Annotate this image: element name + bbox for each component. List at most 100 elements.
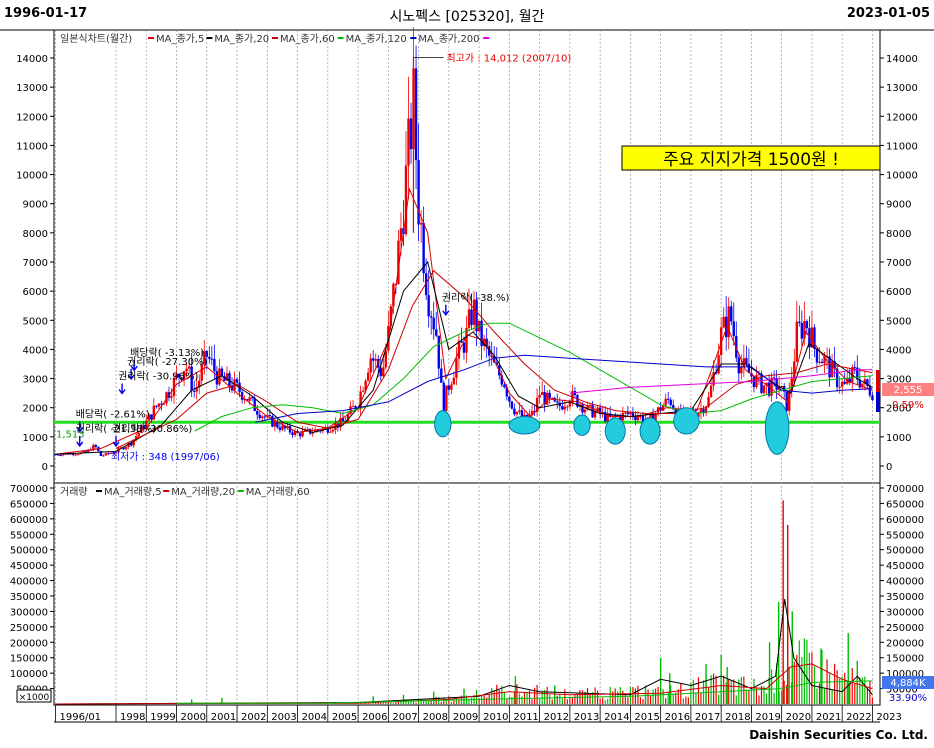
candle-body xyxy=(800,322,804,339)
candle-body xyxy=(871,395,874,401)
y-tick-label-right: 10000 xyxy=(886,171,918,182)
support-label: 1,513 xyxy=(56,429,85,440)
candle-body xyxy=(210,358,214,360)
candle-body xyxy=(788,391,791,411)
candle-body xyxy=(558,402,561,407)
candle-body xyxy=(588,404,592,406)
last-price-marker xyxy=(876,370,880,412)
candle-body xyxy=(669,399,672,406)
vol-tick-label-right: 300000 xyxy=(886,607,924,618)
candle-body xyxy=(361,390,365,392)
candle-body xyxy=(835,368,839,387)
candle-body xyxy=(147,414,151,421)
candle-body xyxy=(198,380,201,388)
candle-body xyxy=(200,364,203,381)
candle-body xyxy=(293,431,297,436)
vol-unit-box xyxy=(16,689,52,703)
candle-body xyxy=(719,327,723,356)
candle-body xyxy=(170,396,173,398)
y-tick-label-left: 13000 xyxy=(16,83,48,94)
candle-body xyxy=(609,413,612,418)
candle-body xyxy=(545,392,549,405)
candle-body xyxy=(714,372,718,374)
candle-body xyxy=(445,385,448,412)
annotation-label: 배당락( -2.61%) xyxy=(76,408,150,420)
candle-body xyxy=(566,406,569,408)
candle-body xyxy=(672,405,675,410)
candle-body xyxy=(475,299,478,332)
event-arrow xyxy=(76,421,84,433)
candle-body xyxy=(603,411,607,422)
candle-body xyxy=(192,390,196,392)
candle-body xyxy=(195,387,198,392)
candle-body xyxy=(543,392,546,405)
x-tick-label: 2003 xyxy=(271,712,296,723)
volume-pct-label: 33.90% xyxy=(889,693,927,704)
candle-body xyxy=(830,361,834,378)
y-tick-label-left: 0 xyxy=(42,462,48,473)
candle-body xyxy=(704,406,708,414)
candle-body xyxy=(762,385,766,394)
vol-tick-label-right: 700000 xyxy=(886,484,924,495)
annotation-label: 권리락( -30.96%) xyxy=(118,370,198,382)
candle-body xyxy=(74,454,77,456)
candle-body xyxy=(485,338,488,347)
vol-tick-label-left: 250000 xyxy=(10,623,48,634)
candle-body xyxy=(598,407,602,414)
candle-body xyxy=(301,430,304,437)
candle-body xyxy=(452,377,456,385)
x-tick-label: 2013 xyxy=(574,712,599,723)
candle-body xyxy=(626,412,630,415)
x-tick-label: 2007 xyxy=(392,712,417,723)
candle-body xyxy=(61,454,65,456)
support-highlight xyxy=(573,414,591,436)
candle-body xyxy=(767,382,771,396)
candle-body xyxy=(487,346,491,356)
y-tick-label-left: 11000 xyxy=(16,141,48,152)
candle-body xyxy=(510,401,514,409)
candle-body xyxy=(129,442,133,446)
y-tick-label-left: 6000 xyxy=(23,287,48,298)
candle-body xyxy=(563,406,567,410)
candle-body xyxy=(838,386,841,388)
support-highlight xyxy=(673,407,700,435)
candle-body xyxy=(614,415,617,417)
candle-body xyxy=(586,405,589,410)
candle-body xyxy=(664,398,667,406)
x-tick-label: 2015 xyxy=(634,712,659,723)
candle-body xyxy=(240,392,244,400)
candle-body xyxy=(528,414,531,418)
x-tick-label: 2017 xyxy=(695,712,720,723)
candle-body xyxy=(59,454,62,456)
candle-body xyxy=(298,433,302,437)
y-tick-label-left: 4000 xyxy=(23,345,48,356)
candle-body xyxy=(661,405,665,411)
vol-tick-label-left: 450000 xyxy=(10,561,48,572)
candle-body xyxy=(866,379,869,386)
candle-body xyxy=(407,118,410,166)
candle-body xyxy=(757,373,761,375)
candle-body xyxy=(180,377,183,381)
annotation-label: 권리락( -21.38%) xyxy=(76,423,156,435)
vol-tick-label-right: 150000 xyxy=(886,654,924,665)
candle-body xyxy=(256,411,259,415)
last-price-marker xyxy=(876,392,880,412)
candle-body xyxy=(283,425,287,429)
candle-body xyxy=(228,373,231,386)
candle-body xyxy=(863,379,867,384)
y-tick-label-left: 2000 xyxy=(23,404,48,415)
x-tick-label: 2020 xyxy=(786,712,811,723)
candle-body xyxy=(636,417,640,421)
candle-body xyxy=(634,416,637,421)
end-date: 2023-01-05 xyxy=(846,6,930,21)
y-tick-label-right: 4000 xyxy=(886,345,911,356)
candle-body xyxy=(71,453,75,455)
candle-body xyxy=(162,403,166,405)
candle-body xyxy=(364,380,367,391)
candle-body xyxy=(369,358,372,373)
vol-tick-label-left: 650000 xyxy=(10,499,48,510)
candle-body xyxy=(182,371,186,381)
vol-tick-label-right: 400000 xyxy=(886,577,924,588)
vol-legend-title: 거래량 xyxy=(60,486,88,498)
